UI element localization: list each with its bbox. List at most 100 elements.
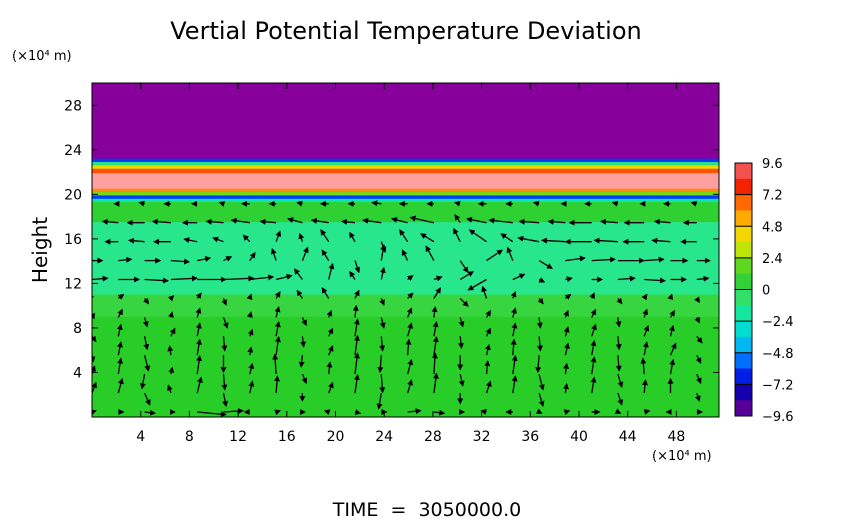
wind-vector xyxy=(433,275,443,282)
wind-vector xyxy=(459,297,469,307)
colorbar-segment xyxy=(735,400,752,417)
wind-vector xyxy=(535,355,542,374)
wind-vector xyxy=(617,373,624,389)
wind-vector xyxy=(532,200,540,207)
wind-vector xyxy=(116,323,123,337)
wind-vector xyxy=(640,357,647,375)
colorbar-segment xyxy=(735,178,752,196)
wind-vector xyxy=(301,373,308,385)
wind-vector xyxy=(142,317,149,328)
wind-vector xyxy=(535,408,543,414)
colorbar-segment xyxy=(735,226,752,243)
wind-vector xyxy=(328,262,335,280)
wind-vector xyxy=(275,336,281,356)
wind-vector xyxy=(167,345,174,356)
wind-vector xyxy=(246,311,253,318)
wind-vector xyxy=(480,409,487,415)
wind-vector xyxy=(488,217,513,224)
wind-vector xyxy=(221,298,228,306)
wind-vector xyxy=(170,258,191,265)
wind-vector xyxy=(196,338,202,356)
field-band xyxy=(92,195,719,200)
wind-vector xyxy=(406,275,414,282)
y-tick-label: 12 xyxy=(64,276,82,292)
wind-vector xyxy=(589,292,595,300)
wind-vector xyxy=(144,409,156,416)
x-tick-label: 4 xyxy=(136,429,145,445)
wind-vector xyxy=(694,316,700,324)
wind-vector xyxy=(600,218,618,225)
wind-vector-field xyxy=(92,200,711,417)
wind-vector xyxy=(117,308,123,318)
wind-vector xyxy=(590,339,597,356)
wind-vector xyxy=(270,247,277,261)
wind-vector xyxy=(326,361,333,375)
wind-vector xyxy=(379,266,386,280)
y-tick-label: 24 xyxy=(64,143,82,159)
wind-vector xyxy=(615,317,622,328)
wind-vector xyxy=(564,293,572,300)
wind-vector xyxy=(511,354,518,375)
wind-vector xyxy=(328,381,334,394)
x-tick-label: 24 xyxy=(375,429,393,445)
wind-vector xyxy=(195,307,202,318)
wind-vector xyxy=(300,336,307,348)
wind-vector xyxy=(667,293,674,301)
wind-vector xyxy=(407,408,422,415)
wind-vector xyxy=(407,292,414,299)
wind-vector xyxy=(92,241,93,242)
wind-vector xyxy=(92,335,97,343)
wind-vector xyxy=(405,338,412,356)
colorbar-label: −7.2 xyxy=(762,378,794,393)
wind-vector xyxy=(92,381,97,394)
wind-vector xyxy=(432,372,439,394)
wind-vector xyxy=(642,341,649,356)
colorbar-label: −9.6 xyxy=(762,410,794,425)
y-tick-label: 4 xyxy=(73,365,82,381)
wind-vector xyxy=(565,255,586,262)
wind-vector xyxy=(327,327,334,337)
wind-vector xyxy=(431,352,438,375)
wind-vector xyxy=(321,287,330,299)
wind-vector xyxy=(511,307,517,318)
wind-vector xyxy=(117,293,125,300)
x-tick-label: 44 xyxy=(619,429,637,445)
wind-vector xyxy=(197,411,227,417)
colorbar-segment xyxy=(735,384,752,401)
wind-vector xyxy=(248,362,255,375)
wind-vector xyxy=(695,354,702,364)
wind-vector xyxy=(536,336,543,352)
wind-vector xyxy=(275,273,293,281)
wind-vector xyxy=(454,214,461,224)
plot-frame xyxy=(91,82,720,418)
wind-vector xyxy=(668,324,675,337)
colorbar-label: 9.6 xyxy=(762,157,783,172)
y-unit-label: (×10⁴ m) xyxy=(12,49,72,64)
wind-vector xyxy=(643,409,651,415)
wind-vector xyxy=(296,289,303,299)
field-band xyxy=(92,188,719,193)
x-tick-label: 48 xyxy=(667,429,685,445)
wind-vector xyxy=(379,317,386,329)
wind-vector xyxy=(249,251,256,261)
wind-vector xyxy=(500,233,514,243)
colorbar-segment xyxy=(735,257,752,275)
wind-vector xyxy=(349,270,356,280)
wind-vector xyxy=(221,374,228,391)
wind-vector xyxy=(294,268,303,280)
x-tick-label: 16 xyxy=(278,429,296,445)
wind-vector xyxy=(167,295,175,302)
wind-vector xyxy=(349,231,356,243)
plot-area xyxy=(91,82,720,418)
wind-vector xyxy=(406,307,413,318)
wind-vector xyxy=(379,374,386,394)
wind-vector xyxy=(432,321,439,337)
wind-vector xyxy=(510,338,517,356)
wind-vector xyxy=(362,217,382,224)
colorbar-label: 4.8 xyxy=(762,220,783,235)
wind-vector xyxy=(615,336,622,351)
wind-vector xyxy=(432,336,439,356)
wind-vector xyxy=(144,277,169,284)
wind-vector xyxy=(617,275,636,282)
x-tick-label: 20 xyxy=(327,429,345,445)
